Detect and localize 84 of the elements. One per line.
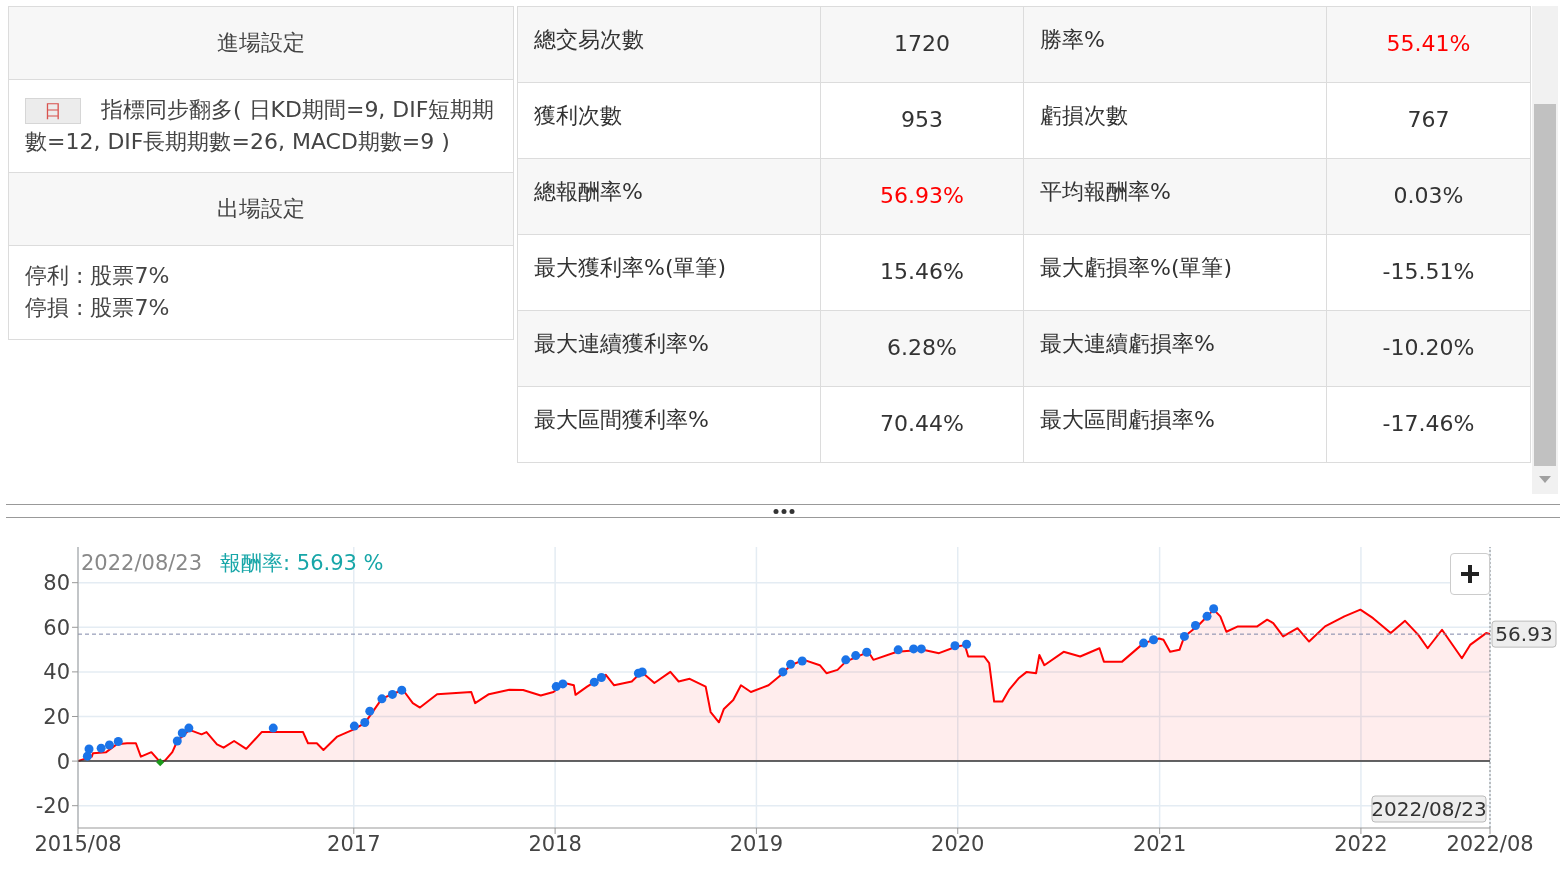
text: 767 — [1406, 106, 1451, 134]
point — [778, 667, 788, 677]
point — [268, 723, 278, 733]
point — [1209, 604, 1219, 614]
text: 最大連續虧損率% — [1024, 311, 1327, 386]
x-tick-label: 2022 — [1334, 831, 1388, 856]
x-tick-label: 2021 — [1132, 831, 1187, 856]
point — [841, 655, 851, 665]
text: 獲利次數 — [518, 83, 821, 158]
ref-line-label: 2022/08/23 — [1371, 797, 1487, 821]
point — [360, 718, 370, 728]
text: 55.41% — [1385, 30, 1472, 58]
point — [950, 641, 960, 651]
point — [1149, 635, 1159, 645]
point — [82, 751, 92, 761]
text: 出場設定 — [9, 173, 513, 246]
text: 953 — [821, 83, 1024, 158]
point — [349, 721, 359, 731]
x-tick-label: 2022/08 — [1446, 831, 1534, 856]
y-tick-label: 40 — [43, 660, 70, 685]
point — [637, 667, 647, 677]
point — [172, 736, 182, 746]
point — [113, 736, 123, 746]
text: 虧損次數 — [1024, 83, 1327, 158]
point — [893, 645, 903, 655]
point — [797, 656, 807, 666]
text: 15.46% — [821, 235, 1024, 310]
text: 56.93% — [821, 159, 1024, 234]
text: -15.51% — [1381, 258, 1476, 286]
point — [365, 706, 375, 716]
x-tick-label: 2015/08 — [34, 831, 122, 856]
text: 70.44% — [821, 387, 1024, 462]
point — [184, 723, 194, 733]
text: 總報酬率% — [518, 159, 821, 234]
y-tick-label: 80 — [43, 571, 70, 596]
point — [558, 679, 568, 689]
text: 1720 — [821, 7, 1024, 82]
point — [596, 672, 606, 682]
x-tick-label: 2018 — [528, 831, 582, 856]
point — [104, 740, 114, 750]
point — [377, 694, 387, 704]
point — [1139, 638, 1149, 648]
point — [1179, 631, 1189, 641]
point — [916, 644, 926, 654]
text: 6.28% — [821, 311, 1024, 386]
y-tick-label: -20 — [35, 794, 70, 819]
point — [909, 644, 919, 654]
text: 停利 : 股票7% — [25, 262, 171, 290]
text: 最大區間虧損率% — [1024, 387, 1327, 462]
y-tick-label: 20 — [43, 704, 70, 729]
text: 最大連續獲利率% — [518, 311, 821, 386]
point — [156, 758, 165, 767]
x-tick-label: 2019 — [729, 831, 784, 856]
annotation: 報酬率: 56.93 % — [220, 551, 384, 575]
point — [177, 728, 187, 738]
y-tick-label: 0 — [56, 749, 70, 774]
text: 停損 : 股票7% — [25, 294, 171, 322]
text: 最大虧損率%(單筆) — [1024, 235, 1327, 310]
point — [96, 743, 106, 753]
text: 最大區間獲利率% — [518, 387, 821, 462]
text: 平均報酬率% — [1024, 159, 1327, 234]
text: 進場設定 — [9, 7, 513, 80]
text: -10.20% — [1381, 334, 1476, 362]
text: 日 — [25, 98, 81, 124]
text: 總交易次數 — [518, 7, 821, 82]
point — [862, 647, 872, 657]
ref-line-label: 56.93 — [1495, 622, 1553, 647]
text: -17.46% — [1381, 410, 1476, 438]
point — [84, 744, 94, 754]
point — [1202, 611, 1212, 621]
point — [589, 677, 599, 687]
y-tick-label: 60 — [43, 615, 70, 640]
point — [387, 689, 397, 699]
point — [397, 685, 407, 695]
x-tick-label: 2017 — [327, 831, 381, 856]
point — [1190, 621, 1200, 630]
annotation: 2022/08/23 — [81, 551, 203, 575]
point — [851, 651, 861, 661]
point — [786, 659, 796, 669]
text: 最大獲利率%(單筆) — [518, 235, 821, 310]
text: 0.03% — [1392, 182, 1465, 210]
text: 勝率% — [1024, 7, 1327, 82]
x-tick-label: 2020 — [931, 831, 985, 856]
point — [962, 639, 972, 649]
